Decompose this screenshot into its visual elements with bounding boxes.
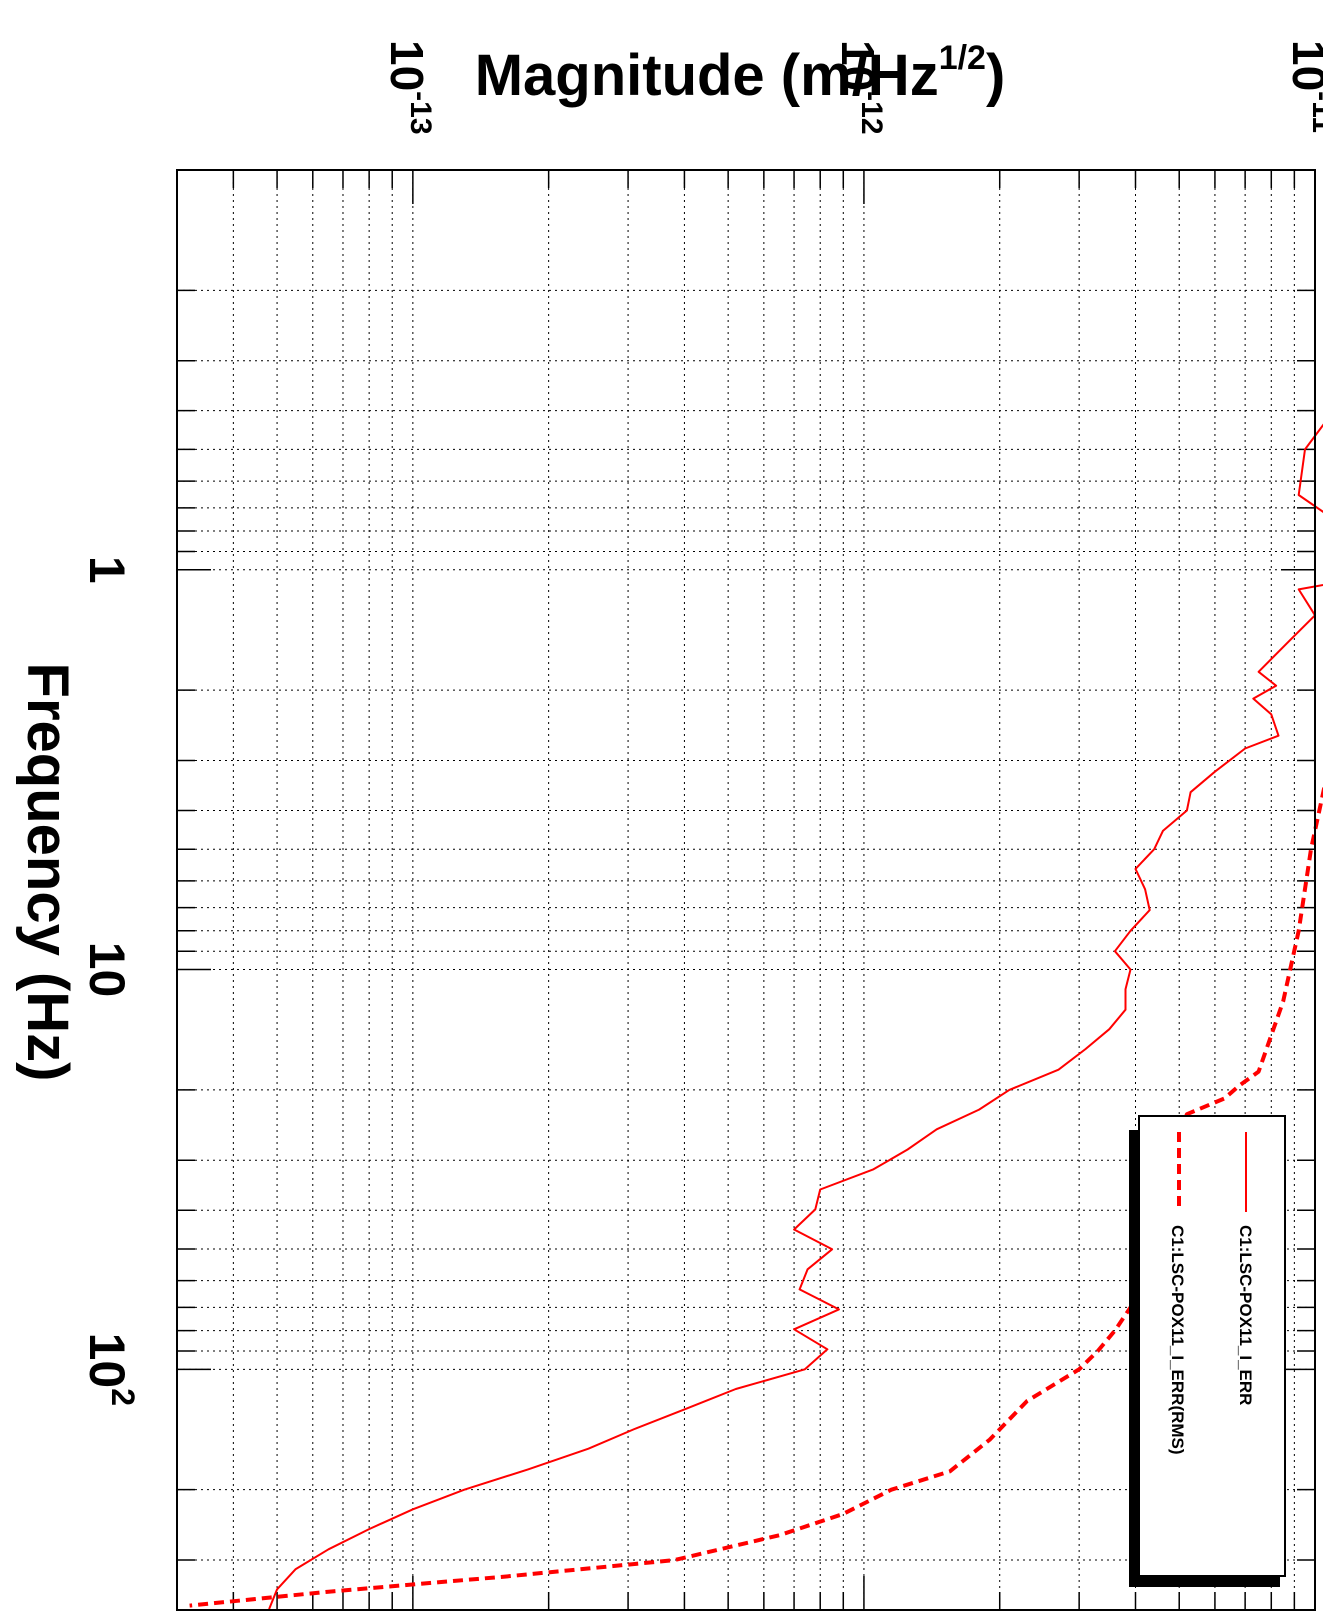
y-tick-label: 10-12 <box>832 40 888 135</box>
plot-frame <box>176 169 1316 1611</box>
y-tick-label-exp: -13 <box>404 91 437 134</box>
legend: C1:LSC-POX11_I_ERR C1:LSC-POX11_I_ERR(RM… <box>1129 1115 1286 1587</box>
y-tick-label: 10-11 <box>1283 40 1323 133</box>
x-tick-label: 10 <box>79 942 135 998</box>
x-tick-label-exp: 2 <box>105 1388 141 1406</box>
y-tick-label-exp: -12 <box>855 91 888 134</box>
x-tick-label-base: 10 <box>79 1333 135 1389</box>
x-tick-label: 102 <box>79 1333 141 1406</box>
y-tick-label-text: 10-13 <box>381 40 437 135</box>
y-tick-label-base: 10 <box>381 40 433 91</box>
x-tick-label-text: 1 <box>79 556 135 584</box>
y-tick-label-text: 10-11 <box>1283 40 1323 133</box>
y-tick-label-exp: -11 <box>1306 91 1323 133</box>
y-axis-title-sup: 1/2 <box>939 39 986 77</box>
legend-box <box>1138 1115 1286 1577</box>
legend-label-solid: C1:LSC-POX11_I_ERR <box>1236 1225 1255 1405</box>
x-axis-title: Frequency (Hz) <box>15 663 80 1082</box>
x-tick-label-text: 102 <box>79 1333 141 1406</box>
series-0-line <box>268 423 1323 1610</box>
x-tick-label-base: 10 <box>79 942 135 998</box>
x-tick-label-text: 10 <box>79 942 135 998</box>
x-tick-label-base: 1 <box>79 556 135 584</box>
y-tick-label-base: 10 <box>832 40 884 91</box>
plot-frame-border <box>176 169 1316 1611</box>
y-tick-label-text: 10-12 <box>832 40 888 135</box>
y-axis-title-close: ) <box>986 43 1005 108</box>
y-axis-title: Magnitude (m/Hz1/2) <box>475 39 1006 108</box>
axis-ticks <box>176 169 1316 1611</box>
x-tick-label: 1 <box>79 556 135 584</box>
y-tick-label-base: 10 <box>1283 40 1323 91</box>
svg-text:Magnitude (m/Hz1/2): Magnitude (m/Hz1/2) <box>475 39 1006 108</box>
legend-label-dashed: C1:LSC-POX11_I_ERR(RMS) <box>1168 1225 1187 1455</box>
y-tick-label: 10-13 <box>381 40 437 135</box>
y-axis-title-main: Magnitude (m/Hz <box>475 43 939 108</box>
x-axis-title-text: Frequency (Hz) <box>15 663 80 1082</box>
